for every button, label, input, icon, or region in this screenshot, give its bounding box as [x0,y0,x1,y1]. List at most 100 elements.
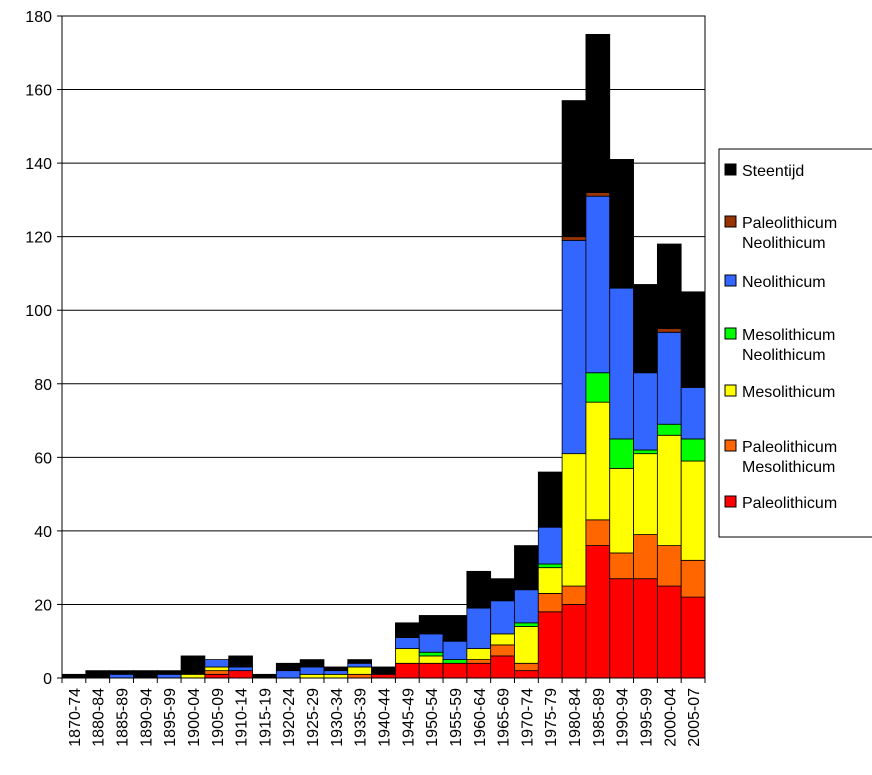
bar-segment-1-25 [656,545,682,587]
bar-segment-4-26 [680,387,706,440]
bar-segment-0-21 [561,604,587,679]
axes [61,15,706,679]
bar-segment-1-12 [347,673,372,679]
bar-segment-6-8 [252,673,277,679]
bar-segment-2-19 [514,626,539,664]
bar-segment-6-26 [680,291,706,388]
bar-segment-0-6 [204,673,230,679]
bar-segment-4-16 [442,640,468,661]
x-tick-label: 1985-89 [591,688,608,747]
bar-segment-6-1 [85,670,111,679]
legend-swatch [724,215,737,228]
y-tick-label: 20 [34,597,52,614]
y-tick-label: 180 [25,9,52,26]
x-tick-label: 1895-99 [162,688,179,747]
bar-segment-1-19 [514,662,539,672]
legend-swatch [724,274,737,287]
y-tick-label: 80 [34,377,52,394]
y-tick-label: 140 [25,156,52,173]
bar-segment-4-7 [228,666,253,672]
bar-segment-6-9 [275,662,301,672]
x-tick-label: 1900-04 [186,688,203,747]
legend: Steentijd Paleolithicum Neolithicum Neolith… [718,148,872,538]
bar-segment-6-23 [609,159,634,289]
legend-box [718,148,872,538]
bar-segment-2-26 [680,460,706,561]
bar-segment-5-25 [656,328,682,333]
x-tick-label: 1880-84 [91,688,108,747]
bar-segment-6-14 [395,622,420,638]
x-tick-label: 1935-39 [353,688,370,747]
y-tick-label: 120 [25,230,52,247]
bar-segment-5-21 [561,236,587,241]
x-tick-label: 1920-24 [281,688,298,747]
legend-swatch [724,384,737,397]
x-tick-label: 1915-19 [257,688,274,747]
bar-segment-0-7 [228,670,253,679]
bar-segment-4-9 [275,670,301,679]
bar-segment-6-12 [347,659,372,664]
bar-segment-4-22 [585,195,611,374]
bar-segment-1-21 [561,585,587,605]
bar-segment-3-25 [656,423,682,436]
y-tick-label: 100 [25,303,52,320]
bar-segment-6-22 [585,33,611,193]
bar-segment-4-18 [490,600,515,635]
bar-segment-2-23 [609,467,634,554]
x-tick-label: 1945-49 [400,688,417,747]
y-tick-label: 40 [34,524,52,541]
bar-segment-3-23 [609,438,634,469]
x-tick-label: 1890-94 [138,688,155,747]
x-tick-label: 2000-04 [662,688,679,747]
bar-segment-1-17 [466,659,492,664]
bar-segment-2-18 [490,633,515,646]
bar-segment-4-20 [537,526,563,565]
bars [61,33,706,679]
bar-segment-2-22 [585,401,611,521]
bar-segment-6-0 [61,673,87,679]
bar-segment-2-11 [323,673,349,679]
x-tick-label: 1965-69 [496,688,513,747]
bar-segment-4-2 [109,673,134,679]
x-tick-label: 1930-34 [329,688,346,747]
bar-segment-0-15 [418,662,444,679]
bar-segment-4-19 [514,589,539,624]
bar-segment-6-5 [180,655,206,675]
bar-segment-2-6 [204,666,230,672]
x-axis-ticks: 1870-74 1880-84 1885-89 1890-94 1895-99 1900-… [61,678,706,747]
x-tick-label: 1885-89 [115,688,132,747]
y-tick-label: 0 [43,671,52,688]
bar-segment-2-25 [656,434,682,546]
bar-segment-0-19 [514,670,539,679]
legend-label: Mesolithicum [742,384,835,401]
legend-label: Neolithicum [742,235,826,252]
bar-segment-0-18 [490,655,515,679]
x-tick-label: 1990-94 [615,688,632,747]
bar-segment-4-15 [418,633,444,653]
bar-segment-2-24 [633,453,658,535]
legend-label: Mesolithicum [742,459,835,476]
bar-segment-0-23 [609,578,634,679]
bar-segment-3-26 [680,438,706,462]
legend-label: Neolithicum [742,347,826,364]
bar-segment-2-12 [347,666,372,675]
bar-segment-6-7 [228,655,253,668]
legend-swatch [724,439,737,452]
bar-segment-2-5 [180,673,206,679]
bar-segment-4-24 [633,372,658,451]
x-tick-label: 1980-84 [567,688,584,747]
bar-segment-4-17 [466,607,492,649]
bar-segment-6-11 [323,666,349,672]
bar-segment-3-22 [585,372,611,403]
bar-segment-6-20 [537,471,563,528]
legend-swatch [724,327,737,340]
bar-segment-2-10 [299,673,325,679]
bar-segment-6-3 [133,670,158,679]
bar-segment-2-14 [395,648,420,664]
bar-segment-0-17 [466,662,492,679]
bar-segment-1-20 [537,593,563,613]
bar-segment-3-16 [442,659,468,664]
bar-segment-2-21 [561,453,587,587]
bar-segment-3-19 [514,622,539,627]
